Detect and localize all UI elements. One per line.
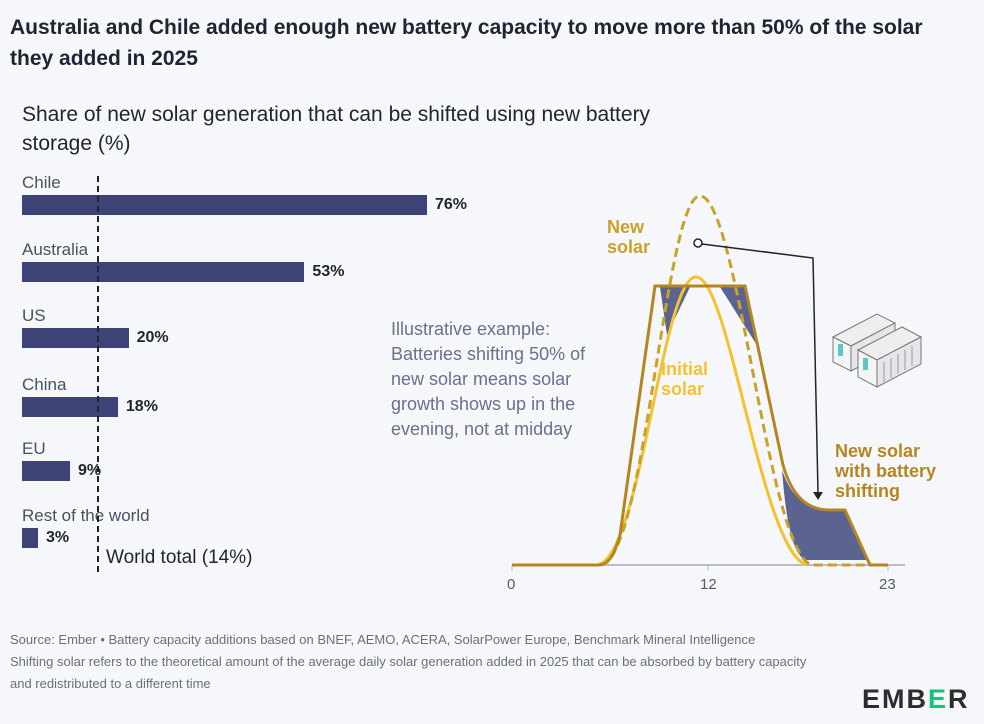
world-total-line — [96, 176, 99, 572]
bar-rest-of-the-world — [22, 528, 38, 548]
source-note: Source: Ember • Battery capacity additio… — [10, 632, 756, 647]
category-label: EU — [22, 439, 46, 458]
category-label: US — [22, 306, 46, 325]
arrow-head-icon — [813, 492, 823, 500]
value-label: 20% — [136, 329, 169, 346]
footer: Source: Ember • Battery capacity additio… — [10, 629, 810, 695]
x-tick-label: 12 — [700, 576, 717, 593]
bar-china — [22, 397, 118, 417]
bar-chart-title: Share of new solar generation that can b… — [22, 103, 651, 155]
x-tick-label: 0 — [507, 576, 516, 593]
ember-logo: EMBER — [862, 684, 970, 714]
shifted-solar-line — [512, 284, 888, 567]
initial-solar-label: Initial solar — [661, 359, 709, 399]
bar-chile — [22, 195, 427, 215]
value-label: 53% — [312, 263, 345, 280]
category-label: Rest of the world — [22, 506, 150, 525]
battery-storage-icon — [831, 313, 923, 388]
x-tick-label: 23 — [879, 576, 896, 593]
annotation-arrow — [701, 243, 819, 494]
illustrative-note: Illustrative example: Batteries shifting… — [391, 319, 586, 439]
definition-note: Shifting solar refers to the theoretical… — [10, 654, 807, 691]
value-label: 18% — [125, 398, 158, 415]
category-label: Australia — [22, 240, 89, 259]
category-label: China — [22, 375, 67, 394]
value-label: 76% — [435, 196, 468, 213]
shifted-solar-label: New solar with battery shifting — [835, 441, 937, 501]
chart-title: Australia and Chile added enough new bat… — [10, 16, 923, 70]
shifted-area-evening — [782, 470, 868, 560]
annotation-dot — [693, 238, 703, 248]
new-solar-line — [599, 194, 888, 567]
value-label: 9% — [77, 462, 102, 479]
bar-australia — [22, 262, 305, 282]
initial-solar-line — [595, 275, 809, 567]
world-total-label: World total (14%) — [106, 547, 253, 568]
bar-eu — [22, 461, 70, 481]
bar-us — [22, 328, 129, 348]
new-solar-label: New solar — [607, 217, 651, 257]
value-label: 3% — [45, 529, 70, 546]
category-label: Chile — [22, 173, 61, 192]
shifted-area-right — [720, 287, 760, 350]
